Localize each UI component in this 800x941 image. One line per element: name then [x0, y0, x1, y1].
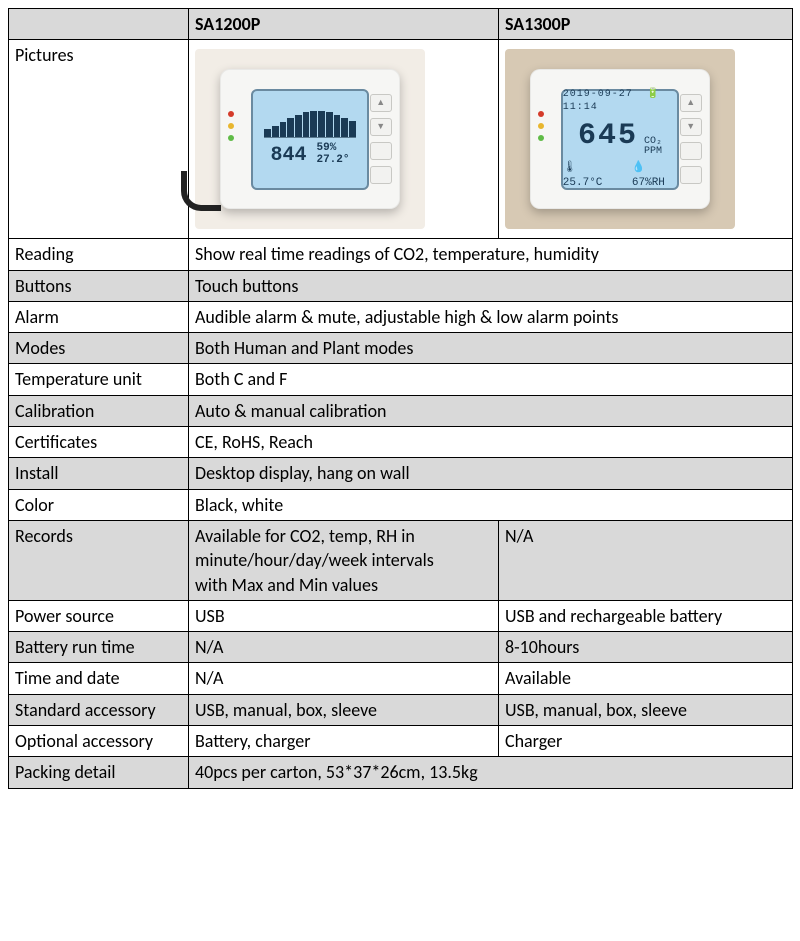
calibration-row: Calibration Auto & manual calibration	[9, 395, 793, 426]
buttons-row: Buttons Touch buttons	[9, 270, 793, 301]
modes-row: Modes Both Human and Plant modes	[9, 333, 793, 364]
packing-row: Packing detail 40pcs per carton, 53*37*2…	[9, 757, 793, 788]
calibration-value: Auto & manual calibration	[189, 395, 793, 426]
records-row: Records Available for CO2, temp, RH in m…	[9, 520, 793, 600]
timedate-label: Time and date	[9, 663, 189, 694]
power-b: USB and rechargeable battery	[499, 600, 793, 631]
alarm-row: Alarm Audible alarm & mute, adjustable h…	[9, 301, 793, 332]
certificates-value: CE, RoHS, Reach	[189, 427, 793, 458]
stdacc-row: Standard accessory USB, manual, box, sle…	[9, 694, 793, 725]
reading-label: Reading	[9, 239, 189, 270]
comparison-table: SA1200P SA1300P Pictures	[8, 8, 793, 789]
tempunit-value: Both C and F	[189, 364, 793, 395]
color-value: Black, white	[189, 489, 793, 520]
optacc-b: Charger	[499, 726, 793, 757]
install-value: Desktop display, hang on wall	[189, 458, 793, 489]
device-b-temp: 25.7	[563, 177, 589, 189]
stdacc-b: USB, manual, box, sleeve	[499, 694, 793, 725]
tempunit-row: Temperature unit Both C and F	[9, 364, 793, 395]
calibration-label: Calibration	[9, 395, 189, 426]
modes-value: Both Human and Plant modes	[189, 333, 793, 364]
alarm-value: Audible alarm & mute, adjustable high & …	[189, 301, 793, 332]
records-label: Records	[9, 520, 189, 600]
certificates-row: Certificates CE, RoHS, Reach	[9, 427, 793, 458]
stdacc-label: Standard accessory	[9, 694, 189, 725]
optacc-row: Optional accessory Battery, charger Char…	[9, 726, 793, 757]
optacc-a: Battery, charger	[189, 726, 499, 757]
device-b-time: 11:14	[563, 102, 598, 113]
header-model-b: SA1300P	[499, 9, 793, 40]
header-model-a: SA1200P	[189, 9, 499, 40]
pictures-row: Pictures 844	[9, 40, 793, 239]
device-a-photo: 844 59% 27.2° ▲▼	[195, 49, 425, 229]
device-b-hum: 67	[632, 177, 645, 189]
battery-b: 8-10hours	[499, 632, 793, 663]
records-b: N/A	[499, 520, 793, 600]
battery-row: Battery run time N/A 8-10hours	[9, 632, 793, 663]
device-b-date: 2019-09-27	[563, 89, 633, 100]
tempunit-label: Temperature unit	[9, 364, 189, 395]
picture-a-cell: 844 59% 27.2° ▲▼	[189, 40, 499, 239]
picture-b-cell: 2019-09-27 🔋 11:14 645 CO₂ PPM	[499, 40, 793, 239]
buttons-label: Buttons	[9, 270, 189, 301]
device-b-reading: 645	[578, 121, 638, 151]
stdacc-a: USB, manual, box, sleeve	[189, 694, 499, 725]
certificates-label: Certificates	[9, 427, 189, 458]
header-row: SA1200P SA1300P	[9, 9, 793, 40]
reading-value: Show real time readings of CO2, temperat…	[189, 239, 793, 270]
device-b-photo: 2019-09-27 🔋 11:14 645 CO₂ PPM	[505, 49, 735, 229]
timedate-b: Available	[499, 663, 793, 694]
header-blank	[9, 9, 189, 40]
modes-label: Modes	[9, 333, 189, 364]
install-row: Install Desktop display, hang on wall	[9, 458, 793, 489]
timedate-a: N/A	[189, 663, 499, 694]
buttons-value: Touch buttons	[189, 270, 793, 301]
records-a: Available for CO2, temp, RH in minute/ho…	[189, 520, 499, 600]
device-b-subunit: PPM	[644, 147, 662, 157]
device-a-reading: 844	[270, 142, 306, 169]
install-label: Install	[9, 458, 189, 489]
color-label: Color	[9, 489, 189, 520]
power-a: USB	[189, 600, 499, 631]
timedate-row: Time and date N/A Available	[9, 663, 793, 694]
device-a-hum: 59	[316, 142, 329, 154]
power-row: Power source USB USB and rechargeable ba…	[9, 600, 793, 631]
optacc-label: Optional accessory	[9, 726, 189, 757]
device-a-temp: 27.2	[316, 154, 342, 166]
alarm-label: Alarm	[9, 301, 189, 332]
packing-value: 40pcs per carton, 53*37*26cm, 13.5kg	[189, 757, 793, 788]
pictures-label: Pictures	[9, 40, 189, 239]
reading-row: Reading Show real time readings of CO2, …	[9, 239, 793, 270]
power-label: Power source	[9, 600, 189, 631]
color-row: Color Black, white	[9, 489, 793, 520]
battery-a: N/A	[189, 632, 499, 663]
battery-label: Battery run time	[9, 632, 189, 663]
packing-label: Packing detail	[9, 757, 189, 788]
